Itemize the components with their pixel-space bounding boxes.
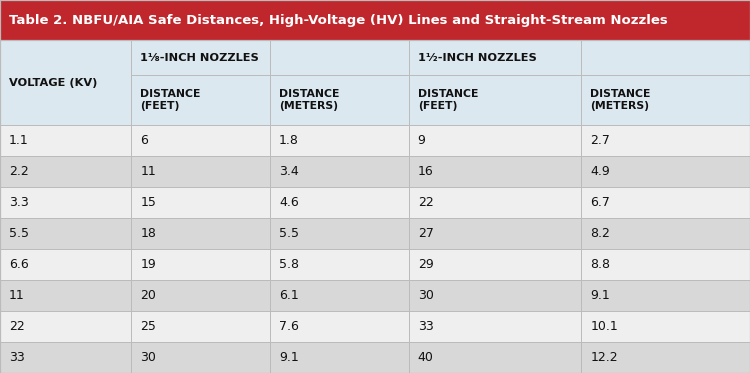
Text: 6.6: 6.6 xyxy=(9,258,28,271)
Text: 33: 33 xyxy=(9,351,25,364)
Text: 40: 40 xyxy=(418,351,434,364)
Text: 7.6: 7.6 xyxy=(279,320,298,333)
Bar xyxy=(0,342,750,373)
Text: 1¹⁄₂-INCH NOZZLES: 1¹⁄₂-INCH NOZZLES xyxy=(418,53,536,63)
Text: DISTANCE
(METERS): DISTANCE (METERS) xyxy=(279,90,339,111)
Text: 8.2: 8.2 xyxy=(590,227,610,240)
Text: 11: 11 xyxy=(9,289,25,302)
Text: 25: 25 xyxy=(140,320,156,333)
Text: 15: 15 xyxy=(140,196,156,209)
Bar xyxy=(0,249,750,280)
Text: 9.1: 9.1 xyxy=(590,289,610,302)
Text: Table 2. NBFU/AIA Safe Distances, High-Voltage (HV) Lines and Straight-Stream No: Table 2. NBFU/AIA Safe Distances, High-V… xyxy=(9,14,668,26)
Text: 3.3: 3.3 xyxy=(9,196,28,209)
Text: 2.7: 2.7 xyxy=(590,134,610,147)
Text: DISTANCE
(METERS): DISTANCE (METERS) xyxy=(590,90,650,111)
Text: 11: 11 xyxy=(140,165,156,178)
Bar xyxy=(0,40,750,75)
Text: 4.6: 4.6 xyxy=(279,196,298,209)
Bar xyxy=(0,187,750,218)
Text: 1¹⁄₈-INCH NOZZLES: 1¹⁄₈-INCH NOZZLES xyxy=(140,53,259,63)
Text: 1.1: 1.1 xyxy=(9,134,28,147)
Text: 9: 9 xyxy=(418,134,425,147)
Text: 1.8: 1.8 xyxy=(279,134,298,147)
Text: 9.1: 9.1 xyxy=(279,351,298,364)
Text: 33: 33 xyxy=(418,320,434,333)
Bar xyxy=(0,75,750,125)
Bar xyxy=(0,280,750,311)
Text: 2.2: 2.2 xyxy=(9,165,28,178)
Bar xyxy=(0,75,131,125)
Text: 6.7: 6.7 xyxy=(590,196,610,209)
Text: 6: 6 xyxy=(140,134,148,147)
Text: 22: 22 xyxy=(9,320,25,333)
Bar xyxy=(0,0,750,40)
Text: 20: 20 xyxy=(140,289,156,302)
Text: 19: 19 xyxy=(140,258,156,271)
Text: 5.5: 5.5 xyxy=(9,227,29,240)
Bar xyxy=(0,156,750,187)
Text: 8.8: 8.8 xyxy=(590,258,610,271)
Text: 3.4: 3.4 xyxy=(279,165,298,178)
Bar xyxy=(0,125,750,156)
Text: 12.2: 12.2 xyxy=(590,351,618,364)
Text: 30: 30 xyxy=(140,351,156,364)
Text: 30: 30 xyxy=(418,289,434,302)
Text: 5.5: 5.5 xyxy=(279,227,299,240)
Text: 29: 29 xyxy=(418,258,434,271)
Text: 27: 27 xyxy=(418,227,434,240)
Text: 16: 16 xyxy=(418,165,434,178)
Text: 5.8: 5.8 xyxy=(279,258,299,271)
Text: 6.1: 6.1 xyxy=(279,289,298,302)
Bar xyxy=(0,218,750,249)
Text: VOLTAGE (KV): VOLTAGE (KV) xyxy=(9,78,98,88)
Bar xyxy=(0,311,750,342)
Text: 4.9: 4.9 xyxy=(590,165,610,178)
Text: DISTANCE
(FEET): DISTANCE (FEET) xyxy=(140,90,201,111)
Text: 10.1: 10.1 xyxy=(590,320,618,333)
Text: 22: 22 xyxy=(418,196,434,209)
Text: DISTANCE
(FEET): DISTANCE (FEET) xyxy=(418,90,478,111)
Text: 18: 18 xyxy=(140,227,156,240)
